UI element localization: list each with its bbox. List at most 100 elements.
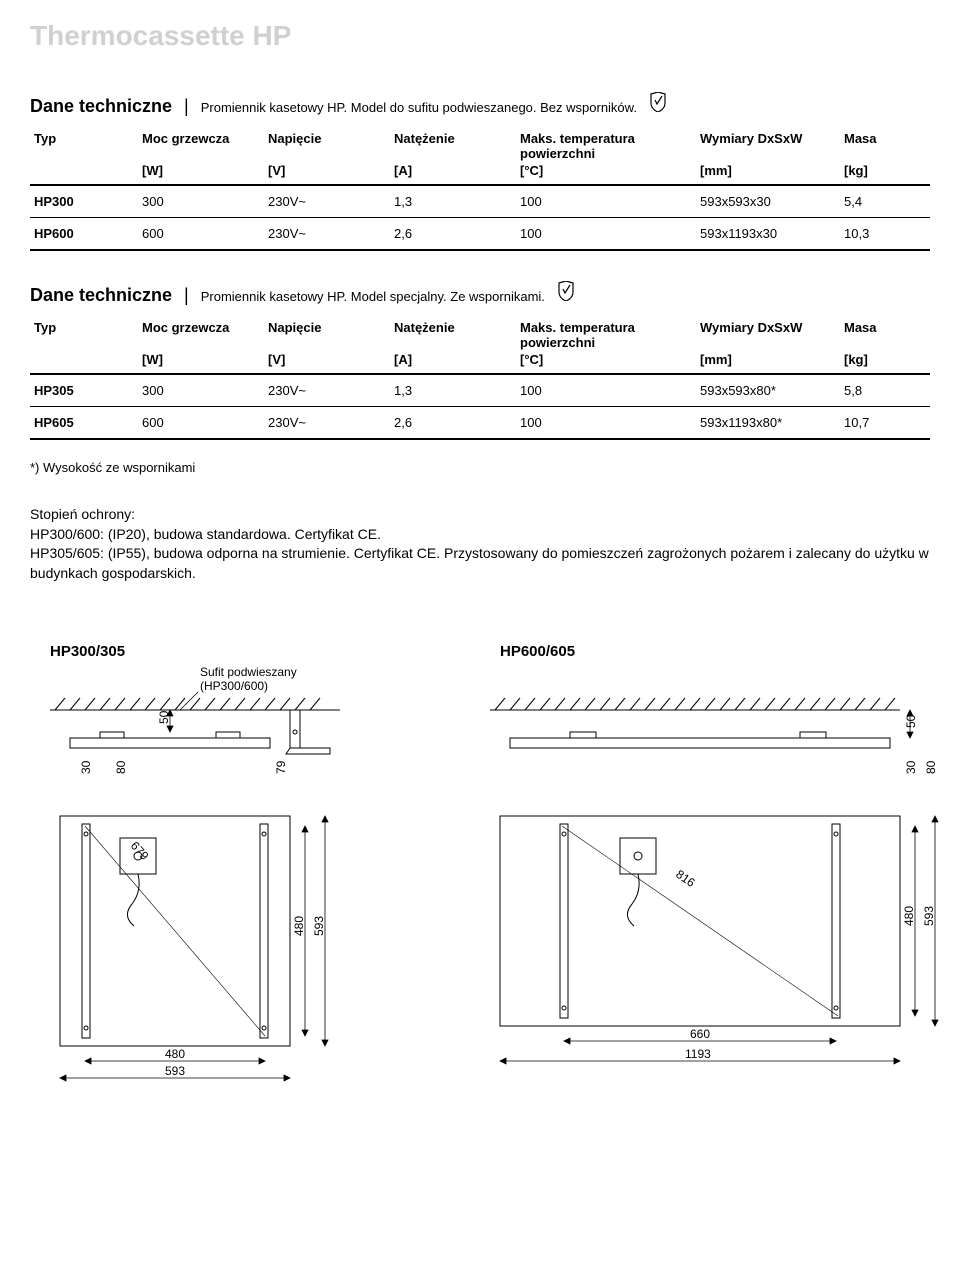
section2-subtitle: Promiennik kasetowy HP. Model specjalny.… [201,289,545,304]
cell-temp: 100 [516,185,696,218]
diagram1-sub-l2: (HP300/600) [200,679,268,693]
cell-moc: 300 [138,185,264,218]
cell-masa: 10,7 [840,407,930,440]
col-wymiary: Wymiary DxSxW [696,125,840,163]
dim-v593: 593 [312,916,326,936]
dim2-b1193: 1193 [685,1047,711,1061]
cell-natezenie: 2,6 [390,218,516,251]
cell-masa: 10,3 [840,218,930,251]
cell-masa: 5,4 [840,185,930,218]
col-masa: Masa [840,125,930,163]
dim2-v480: 480 [902,906,916,926]
col-temp: Maks. temperatura powierzchni [516,314,696,352]
col-moc: Moc grzewcza [138,314,264,352]
diagram2-title: HP600/605 [500,643,960,660]
footnote: *) Wysokość ze wspornikami [30,460,930,475]
cell-moc: 300 [138,374,264,407]
spec-table-1: Typ Moc grzewcza Napięcie Natężenie Maks… [30,125,930,251]
section1-subtitle: Promiennik kasetowy HP. Model do sufitu … [201,100,637,115]
dim2-80: 80 [924,761,938,775]
cell-napiecie: 230V~ [264,185,390,218]
section1-title: Dane techniczne [30,96,172,117]
protection-line1: HP300/600: (IP20), budowa standardowa. C… [30,525,930,545]
cell-natezenie: 1,3 [390,374,516,407]
cell-masa: 5,8 [840,374,930,407]
pipe-divider: | [184,96,189,117]
cell-temp: 100 [516,374,696,407]
col-masa: Masa [840,314,930,352]
unit-temp: [°C] [516,352,696,374]
approved-icon [649,92,667,112]
dim2-816: 816 [673,867,698,890]
diagram-hp600: HP600/605 50 30 80 [480,643,960,1086]
unit-napiecie: [V] [264,163,390,185]
cell-wymiary: 593x593x80* [696,374,840,407]
dim-v480: 480 [292,916,306,936]
diagram1-sub-l1: Sufit podwieszany [200,666,297,679]
col-natezenie: Natężenie [390,314,516,352]
protection-block: Stopień ochrony: HP300/600: (IP20), budo… [30,505,930,583]
col-wymiary: Wymiary DxSxW [696,314,840,352]
col-napiecie: Napięcie [264,314,390,352]
dim2-30: 30 [904,761,918,775]
cell-napiecie: 230V~ [264,218,390,251]
table-row: HP605600230V~2,6100593x1193x80*10,7 [30,407,930,440]
cell-napiecie: 230V~ [264,407,390,440]
col-temp: Maks. temperatura powierzchni [516,125,696,163]
section2-title: Dane techniczne [30,285,172,306]
unit-moc: [W] [138,352,264,374]
cell-wymiary: 593x1193x30 [696,218,840,251]
cell-typ: HP305 [30,374,138,407]
diagram2-svg: 50 30 80 [480,666,960,1086]
dim2-v593: 593 [922,906,936,926]
unit-masa: [kg] [840,163,930,185]
unit-temp: [°C] [516,163,696,185]
dim-30: 30 [79,761,93,775]
unit-row: [W] [V] [A] [°C] [mm] [kg] [30,352,930,374]
cell-wymiary: 593x1193x80* [696,407,840,440]
dim2-b660: 660 [690,1027,710,1041]
approved-icon [557,281,575,301]
spec-table-2: Typ Moc grzewcza Napięcie Natężenie Maks… [30,314,930,440]
cell-temp: 100 [516,218,696,251]
cell-wymiary: 593x593x30 [696,185,840,218]
table-row: HP600600230V~2,6100593x1193x3010,3 [30,218,930,251]
unit-row: [W] [V] [A] [°C] [mm] [kg] [30,163,930,185]
cell-natezenie: 1,3 [390,185,516,218]
unit-napiecie: [V] [264,352,390,374]
unit-natezenie: [A] [390,163,516,185]
cell-typ: HP605 [30,407,138,440]
cell-moc: 600 [138,218,264,251]
diagram-hp300: HP300/305 [30,643,450,1086]
dim-b480: 480 [165,1047,185,1061]
protection-heading: Stopień ochrony: [30,505,930,525]
unit-natezenie: [A] [390,352,516,374]
cell-typ: HP600 [30,218,138,251]
dim-50: 50 [157,711,171,725]
section2-header: Dane techniczne | Promiennik kasetowy HP… [30,281,930,306]
dim-679: 679 [128,839,152,863]
col-typ: Typ [30,125,138,163]
header-row: Typ Moc grzewcza Napięcie Natężenie Maks… [30,314,930,352]
pipe-divider: | [184,285,189,306]
dim-b593: 593 [165,1064,185,1078]
table-row: HP300300230V~1,3100593x593x305,4 [30,185,930,218]
unit-wymiary: [mm] [696,163,840,185]
diagram1-title: HP300/305 [50,643,450,660]
cell-temp: 100 [516,407,696,440]
col-moc: Moc grzewcza [138,125,264,163]
table-row: HP305300230V~1,3100593x593x80*5,8 [30,374,930,407]
unit-wymiary: [mm] [696,352,840,374]
header-row: Typ Moc grzewcza Napięcie Natężenie Maks… [30,125,930,163]
cell-typ: HP300 [30,185,138,218]
page-title: Thermocassette HP [30,20,930,52]
diagram1-svg: 50 30 80 79 Sufit podwieszany (HP300/600… [30,666,450,1086]
col-natezenie: Natężenie [390,125,516,163]
unit-moc: [W] [138,163,264,185]
cell-natezenie: 2,6 [390,407,516,440]
protection-line2: HP305/605: (IP55), budowa odporna na str… [30,544,930,583]
col-typ: Typ [30,314,138,352]
col-napiecie: Napięcie [264,125,390,163]
dim-79: 79 [274,761,288,775]
dim-80: 80 [114,761,128,775]
